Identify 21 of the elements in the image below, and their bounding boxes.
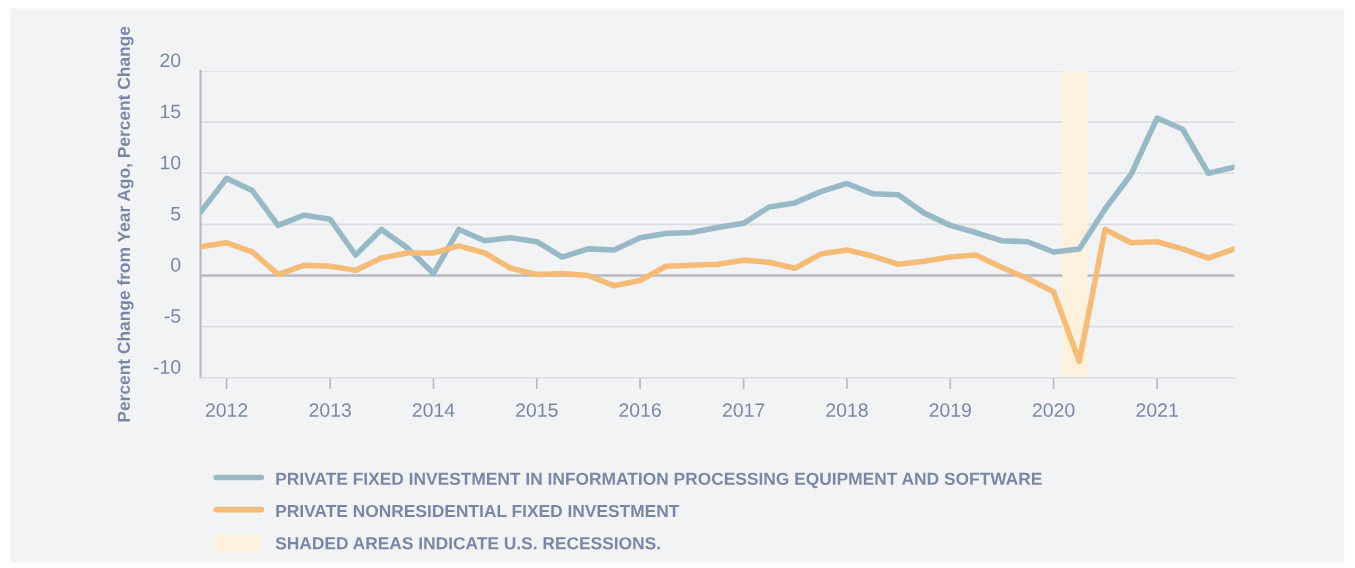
y-tick-label: 15 xyxy=(160,104,181,119)
y-tick-label: -5 xyxy=(164,309,181,323)
x-tick-label: 2021 xyxy=(1136,403,1178,417)
legend-label: PRIVATE FIXED INVESTMENT IN INFORMATION PROCESSING EQUIPMENT AND SOFTWARE xyxy=(276,472,1042,489)
x-tick-label: 2018 xyxy=(826,403,868,417)
y-tick-label: 20 xyxy=(160,53,181,68)
x-tick-label: 2013 xyxy=(309,403,351,417)
x-tick-label: 2014 xyxy=(412,403,455,417)
y-tick-label: -10 xyxy=(153,360,181,374)
legend-label: PRIVATE NONRESIDENTIAL FIXED INVESTMENT xyxy=(276,504,680,518)
x-tick-label: 2015 xyxy=(516,403,558,417)
x-tick-label: 2016 xyxy=(619,403,661,417)
y-tick-label: 5 xyxy=(171,206,181,221)
y-axis-title: Percent Change from Year Ago, Percent Change xyxy=(117,26,134,422)
x-tick-label: 2019 xyxy=(929,403,971,417)
legend-label: SHADED AREAS INDICATE U.S. RECESSIONS. xyxy=(275,537,660,550)
y-tick-label: 10 xyxy=(160,155,181,170)
x-tick-label: 2020 xyxy=(1032,403,1075,417)
y-tick-label: 0 xyxy=(171,257,181,272)
x-tick-label: 2017 xyxy=(723,403,765,417)
x-tick-label: 2012 xyxy=(205,403,248,417)
